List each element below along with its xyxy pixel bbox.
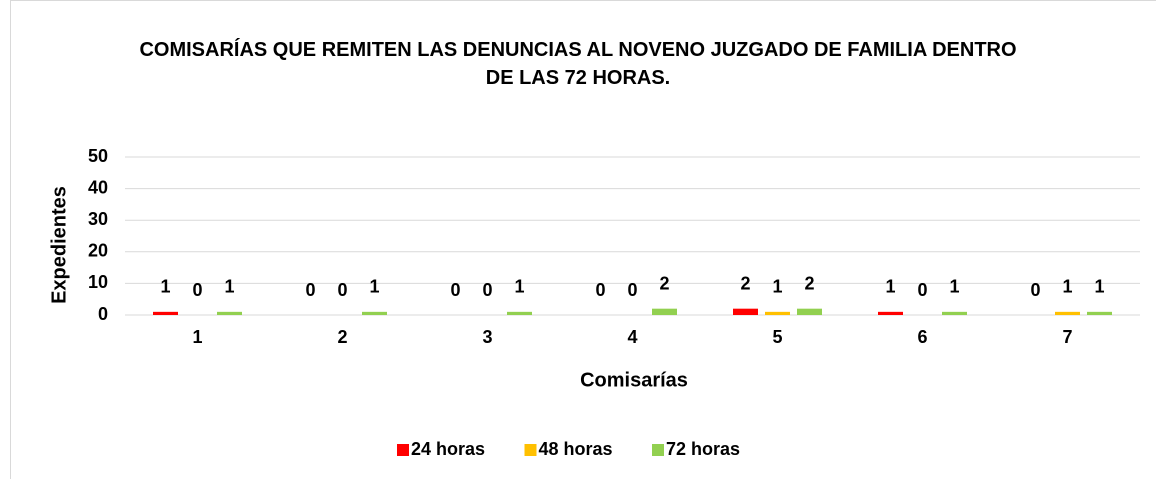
bar — [765, 311, 790, 315]
y-axis-title: Expedientes — [48, 186, 70, 304]
value-label: 1 — [224, 277, 234, 297]
value-label: 1 — [885, 277, 895, 297]
value-label: 0 — [917, 280, 927, 300]
value-label: 1 — [160, 277, 170, 297]
x-tick-label: 4 — [627, 327, 637, 347]
value-label: 0 — [1030, 280, 1040, 300]
y-tick-label: 0 — [98, 304, 108, 324]
chart-title: COMISARÍAS QUE REMITEN LAS DENUNCIAS AL … — [139, 39, 1017, 89]
bar — [1055, 311, 1080, 315]
x-axis-title: Comisarías — [580, 369, 688, 391]
x-tick-label: 3 — [482, 327, 492, 347]
y-tick-label: 50 — [88, 146, 108, 166]
value-label: 1 — [1062, 277, 1072, 297]
value-label: 2 — [659, 273, 669, 293]
legend-swatch — [397, 444, 409, 456]
value-label: 0 — [337, 280, 347, 300]
value-label: 1 — [514, 277, 524, 297]
value-label: 1 — [1094, 277, 1104, 297]
x-tick-label: 6 — [917, 327, 927, 347]
value-label: 0 — [482, 280, 492, 300]
value-label: 2 — [804, 273, 814, 293]
bar — [878, 311, 903, 315]
bar — [362, 311, 387, 315]
x-tick-label: 2 — [337, 327, 347, 347]
bar — [507, 311, 532, 315]
bar — [652, 308, 677, 315]
y-tick-label: 20 — [88, 241, 108, 261]
value-label: 2 — [740, 273, 750, 293]
y-tick-label: 30 — [88, 209, 108, 229]
bar — [217, 311, 242, 315]
y-tick-label: 10 — [88, 272, 108, 292]
bar — [1087, 311, 1112, 315]
legend-label: 72 horas — [666, 439, 740, 459]
value-label: 0 — [305, 280, 315, 300]
bar — [733, 308, 758, 315]
value-label: 0 — [595, 280, 605, 300]
value-label: 1 — [369, 277, 379, 297]
legend-label: 24 horas — [411, 439, 485, 459]
x-tick-label: 1 — [192, 327, 202, 347]
legend-label: 48 horas — [539, 439, 613, 459]
bar — [797, 308, 822, 315]
y-tick-label: 40 — [88, 177, 108, 197]
x-tick-label: 7 — [1062, 327, 1072, 347]
bar — [153, 311, 178, 315]
value-label: 1 — [949, 277, 959, 297]
legend-swatch — [524, 444, 537, 456]
value-label: 0 — [627, 280, 637, 300]
x-tick-label: 5 — [772, 327, 782, 347]
chart-border — [10, 0, 1156, 479]
bar — [942, 311, 967, 315]
value-label: 0 — [192, 280, 202, 300]
value-label: 0 — [450, 280, 460, 300]
value-label: 1 — [772, 277, 782, 297]
legend-swatch — [652, 444, 664, 456]
